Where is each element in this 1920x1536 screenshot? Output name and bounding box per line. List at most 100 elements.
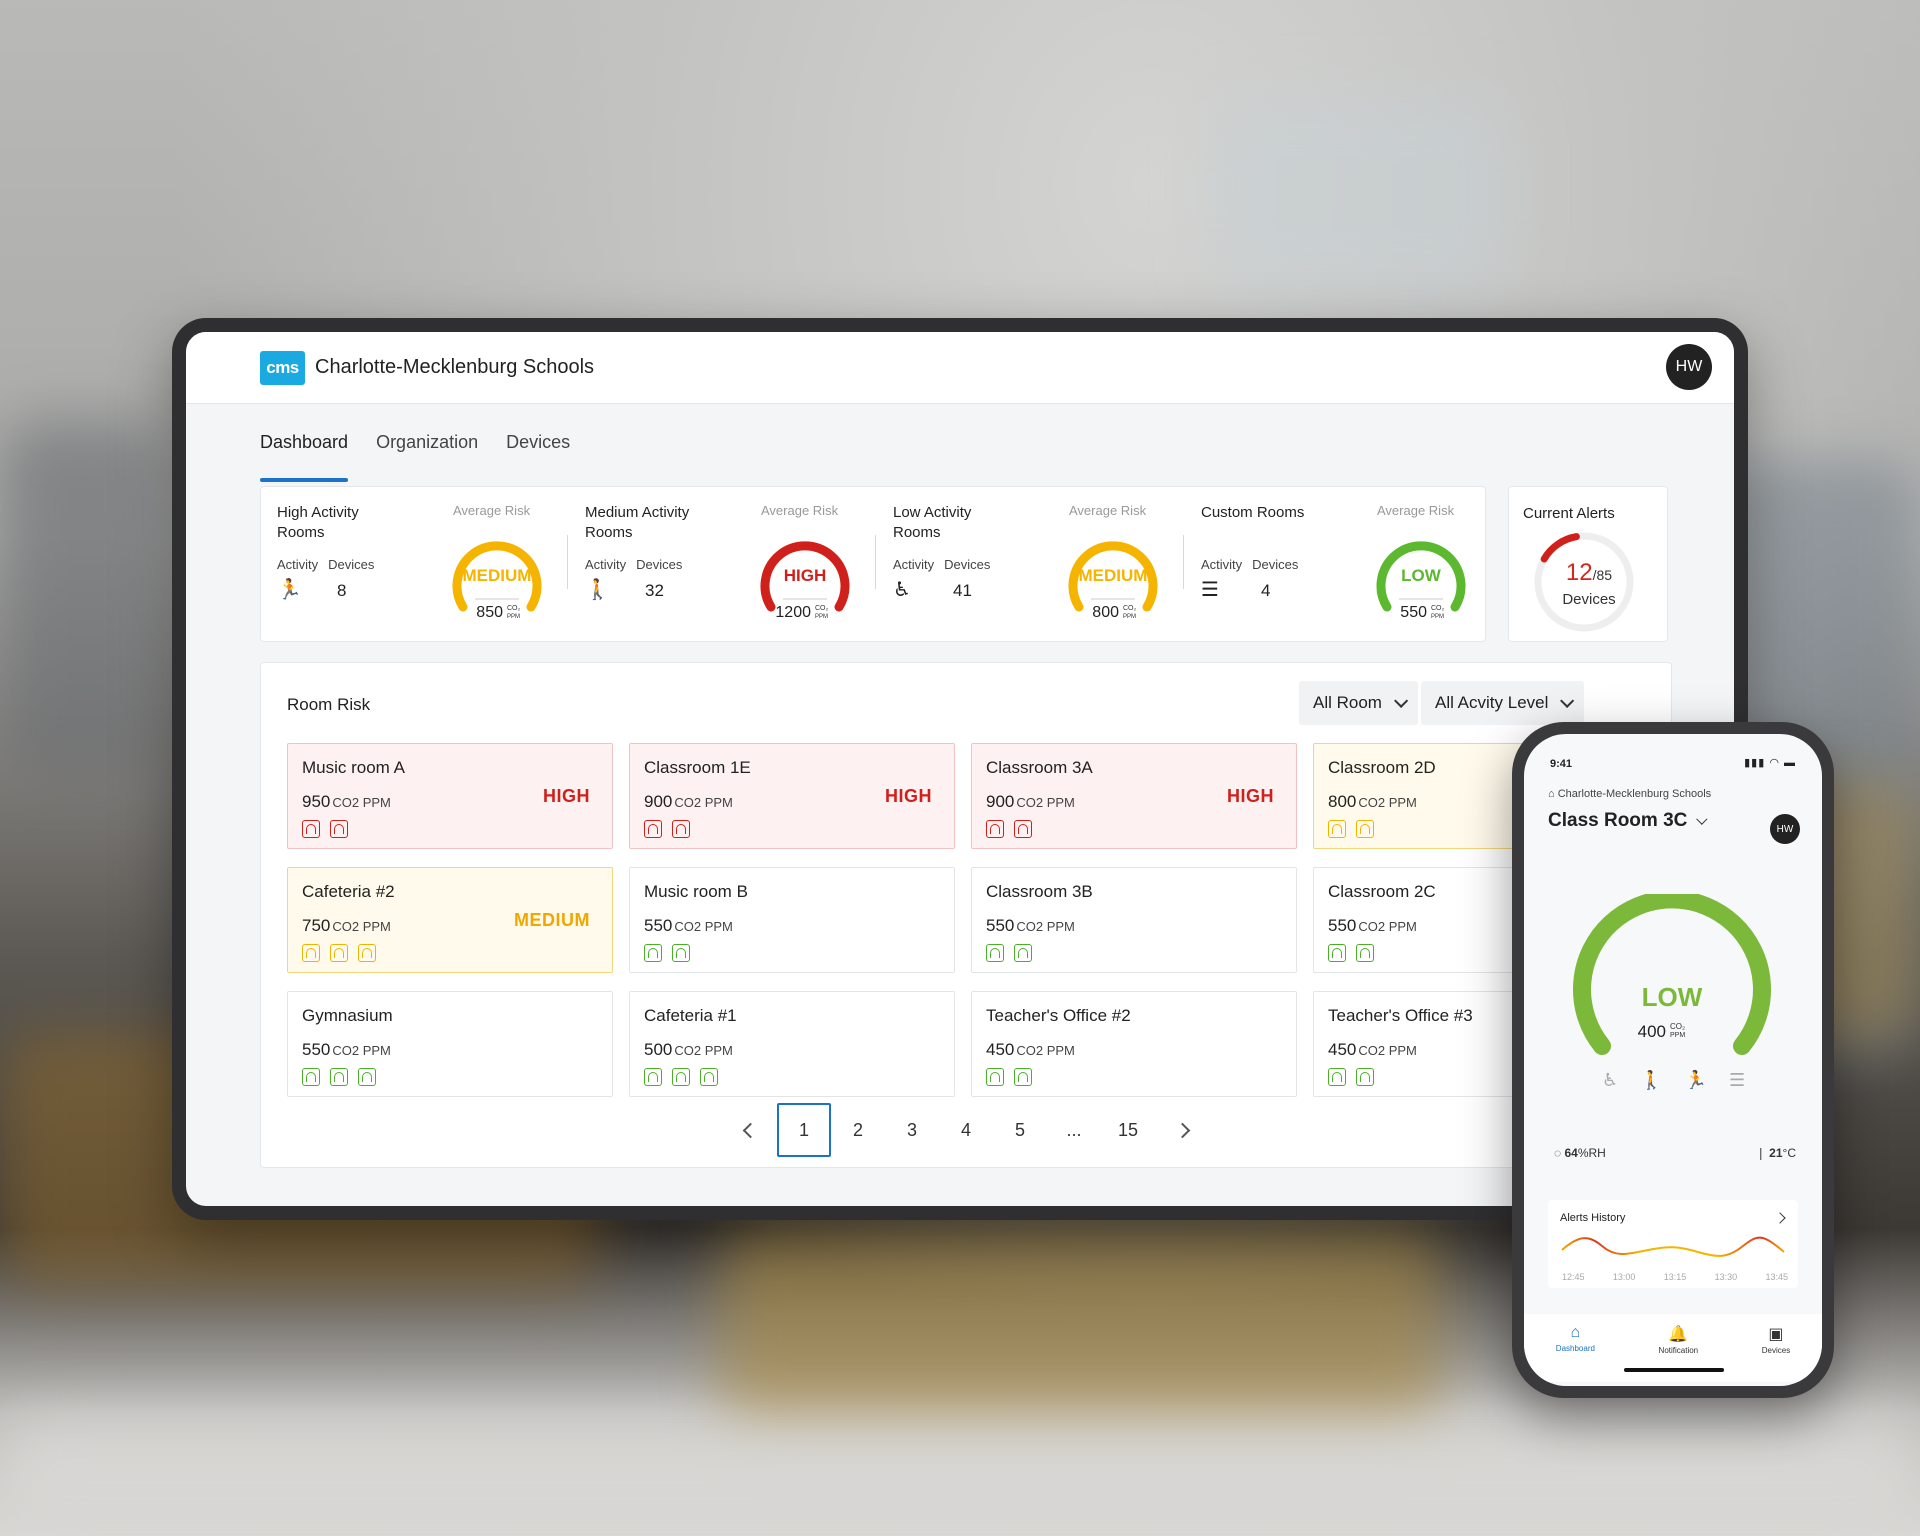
tab-devices[interactable]: Devices [506,432,571,452]
average-risk-label: Average Risk [761,503,839,518]
gauge-arc [1068,541,1158,612]
alerts-count: 12/85 [1509,559,1669,587]
room-name: Classroom 2D [1328,758,1436,777]
status-icons: ▮▮▮ ◠ ▬ [1744,757,1796,769]
nav-notification[interactable]: 🔔 Notification [1659,1324,1699,1382]
nav-devices[interactable]: ▣ Devices [1762,1324,1790,1382]
tab-organization[interactable]: Organization [376,432,479,452]
page-button[interactable]: 5 [1014,1119,1025,1140]
prev-page-button[interactable] [723,1103,777,1157]
co2-value: 800 [1328,792,1357,811]
chevron-right-icon[interactable] [1774,1212,1786,1224]
room-card[interactable]: Cafeteria #1 500 CO2 PPM [629,991,955,1097]
room-card[interactable]: Music room B 550 CO2 PPM [629,867,955,973]
risk-gauge: MEDIUM 850 CO₂ PPM [452,541,542,621]
co2-unit: CO2 PPM [674,795,733,810]
sensor-icon [302,1068,320,1086]
cms-logo[interactable]: cms [260,350,305,385]
time-axis: 12:45 13:00 13:15 13:30 13:45 [1562,1272,1788,1282]
time-tick: 13:45 [1765,1272,1788,1282]
phone-co2-unit-bottom: PPM [1670,1032,1685,1039]
dashboard-screen: cms Charlotte-Mecklenburg Schools HW Das… [186,332,1734,1206]
background-blur [0,1420,1920,1536]
page-button[interactable]: 2 [852,1119,863,1140]
co2-unit: CO2 PPM [332,795,391,810]
temperature-readout: ❘ 21°C [1756,1146,1796,1160]
gauge-unit-bottom: PPM [1431,614,1444,620]
summary-low-activity[interactable]: Low Activity Rooms Activity Devices ♿ 41 … [877,487,1177,643]
sensor-icon [1356,1068,1374,1086]
alerts-history-card[interactable]: Alerts History 12:45 13:00 [1548,1200,1798,1288]
gauge-co2-value: 1200 [775,604,811,621]
co2-unit: CO2 PPM [1016,1043,1075,1058]
room-risk-title: Room Risk [287,695,371,714]
device-count: 8 [337,581,347,600]
page-button[interactable]: 15 [1117,1119,1139,1140]
gauge-unit-top: CO₂ [1431,605,1445,612]
next-page-button[interactable] [1155,1103,1209,1157]
summary-custom-rooms[interactable]: Custom Rooms Activity Devices ☰ 4 Average… [1185,487,1485,643]
gauge-co2-value: 550 [1400,604,1427,621]
running-icon[interactable]: 🏃 [1684,1070,1707,1090]
risk-badge: HIGH [543,786,590,806]
gauge-unit-bottom: PPM [507,614,520,620]
gauge-unit-top: CO₂ [507,605,521,612]
room-name: Music room A [302,758,405,777]
time-tick: 13:15 [1663,1272,1687,1282]
tab-dashboard[interactable]: Dashboard [260,432,349,482]
co2-unit: CO2 PPM [332,919,391,934]
avatar[interactable]: HW [1666,344,1712,390]
room-card[interactable]: Classroom 3B 550 CO2 PPM [971,867,1297,973]
time-tick: 13:30 [1714,1272,1738,1282]
room-name: Teacher's Office #2 [986,1006,1131,1025]
phone-risk-label: LOW [1642,982,1703,1012]
page-button[interactable]: 1 [777,1103,831,1157]
sensor-icon [644,944,662,962]
chevron-down-icon [1560,693,1575,708]
room-card[interactable]: Cafeteria #2 750 CO2 PPM MEDIUM [287,867,613,973]
risk-gauge: LOW 550 CO₂ PPM [1376,541,1466,621]
org-title: Charlotte-Mecklenburg Schools [315,356,595,378]
sensor-icons [302,1068,376,1086]
page-button[interactable]: ... [1066,1119,1082,1140]
chevron-down-icon [1394,693,1409,708]
activity-filter-dropdown[interactable]: All Acvity Level [1421,681,1585,725]
room-filter-dropdown[interactable]: All Room [1299,681,1418,725]
sliders-icon[interactable]: ☰ [1728,1070,1746,1090]
room-co2: 750 CO2 PPM [302,916,391,936]
room-name: Gymnasium [302,1006,393,1025]
summary-medium-activity[interactable]: Medium Activity Rooms Activity Devices 🚶 … [569,487,869,643]
room-card[interactable]: Music room A 950 CO2 PPM HIGH [287,743,613,849]
pagination: 1 2 3 4 5... 15 [261,1103,1671,1157]
average-risk-label: Average Risk [453,503,531,518]
nav-dashboard[interactable]: ⌂ Dashboard [1556,1324,1595,1382]
sensor-icons [644,820,690,838]
standing-icon[interactable]: 🚶 [1640,1070,1663,1090]
activity-filter-value: All Acvity Level [1435,693,1549,712]
room-name: Classroom 3B [986,882,1093,901]
room-card[interactable]: Gymnasium 550 CO2 PPM [287,991,613,1097]
background-blur [1210,95,1510,295]
average-risk-label: Average Risk [1069,503,1147,518]
room-selector[interactable]: Class Room 3C [1548,810,1708,832]
sensor-icon [672,1068,690,1086]
divider [875,535,876,589]
room-card[interactable]: Classroom 3A 900 CO2 PPM HIGH [971,743,1297,849]
room-card[interactable]: Teacher's Office #2 450 CO2 PPM [971,991,1297,1097]
avatar[interactable]: HW [1770,814,1800,844]
current-alerts-panel[interactable]: Current Alerts 12/85 Devices [1508,486,1668,642]
thermometer-icon: ❘ [1755,1146,1770,1160]
room-card[interactable]: Classroom 2C 550 CO2 PPM [1313,867,1639,973]
summary-high-activity[interactable]: High Activity Rooms Activity Devices 🏃 8 … [261,487,561,643]
summary-title: High Activity Rooms [277,504,359,541]
co2-unit: CO2 PPM [1358,795,1417,810]
gauge-risk-label: MEDIUM [463,566,532,585]
room-card[interactable]: Classroom 1E 900 CO2 PPM HIGH [629,743,955,849]
room-name: Cafeteria #2 [302,882,395,901]
page-button[interactable]: 4 [960,1119,971,1140]
alerts-ring [1534,532,1634,632]
seated-icon: ♿ [893,579,911,601]
seated-icon[interactable]: ♿ [1602,1070,1619,1090]
co2-value: 750 [302,916,331,935]
page-button[interactable]: 3 [906,1119,917,1140]
